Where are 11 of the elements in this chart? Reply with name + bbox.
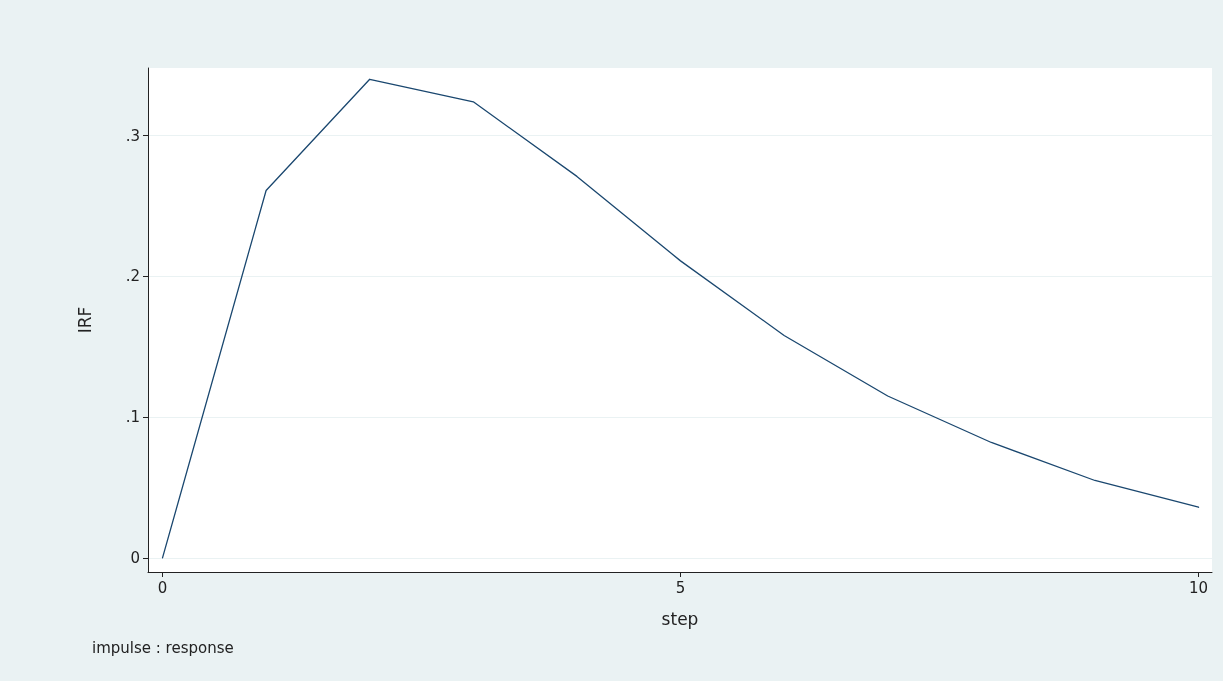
- x-tick-label: 0: [157, 578, 168, 597]
- x-tick-label: 10: [1188, 578, 1209, 597]
- text: impulse : response: [92, 638, 234, 657]
- y-tick-label: .3: [125, 126, 140, 145]
- x-tick-label: 5: [675, 578, 686, 597]
- y-tick-label: .1: [125, 408, 140, 427]
- line-series: [161, 78, 1200, 559]
- x-axis-title: step: [661, 608, 699, 629]
- y-tick-label: .2: [125, 267, 140, 286]
- y-axis-title: IRF: [74, 306, 95, 334]
- y-tick-label: 0: [130, 548, 140, 567]
